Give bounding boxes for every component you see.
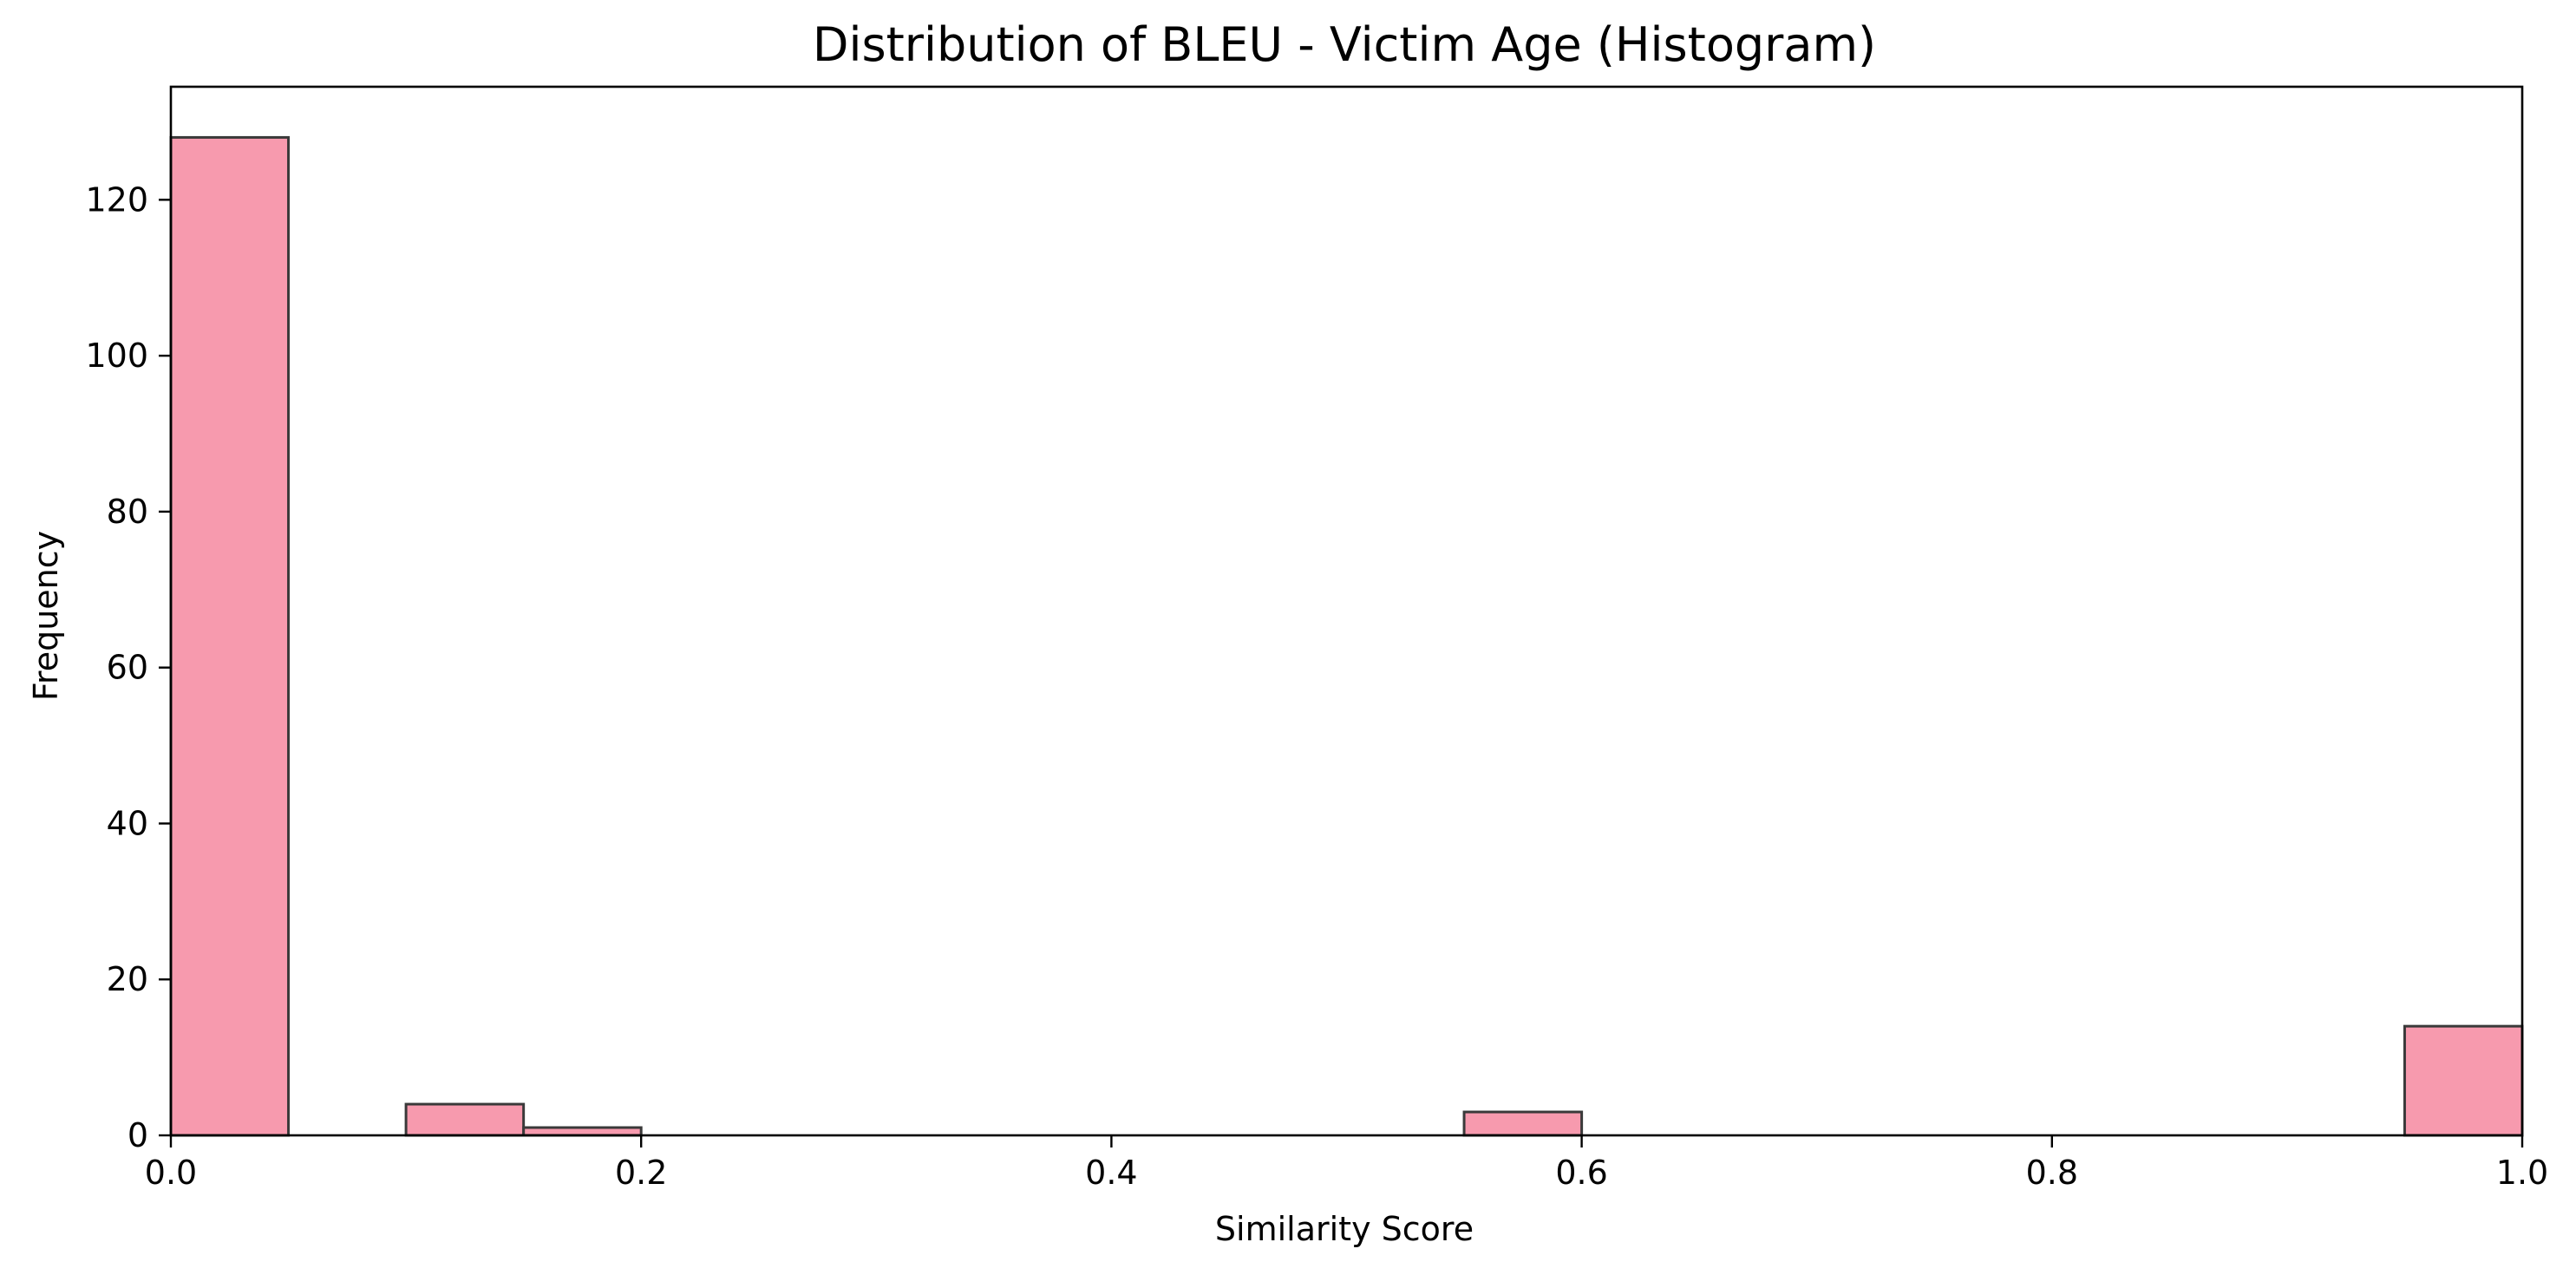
histogram-bar-19: [2403, 1024, 2524, 1137]
histogram-bars: [169, 135, 2524, 1137]
y-tick-label-5: 100: [85, 337, 148, 375]
x-tick-label-3: 0.6: [1555, 1154, 1607, 1192]
plot-frame: [169, 85, 2524, 1137]
histogram-bar-0: [169, 135, 291, 1137]
chart-title: Distribution of BLEU - Victim Age (Histo…: [813, 17, 1876, 72]
x-tick-label-5: 1.0: [2496, 1154, 2548, 1192]
x-axis-label: Similarity Score: [1215, 1210, 1474, 1248]
histogram-bar-2: [404, 1102, 526, 1137]
x-tick-label-2: 0.4: [1085, 1154, 1137, 1192]
y-tick-label-2: 40: [107, 804, 148, 842]
y-axis-label: Frequency: [27, 531, 65, 701]
y-tick-label-4: 80: [107, 493, 148, 531]
y-tick-label-3: 60: [107, 649, 148, 687]
x-axis-ticks: 0.0 0.2 0.4 0.6 0.8 1.0: [145, 1135, 2548, 1192]
y-tick-label-1: 20: [107, 960, 148, 998]
histogram-bar-3: [522, 1126, 643, 1137]
x-tick-label-4: 0.8: [2026, 1154, 2078, 1192]
y-tick-label-6: 120: [85, 180, 148, 219]
y-tick-label-0: 0: [127, 1116, 148, 1154]
y-axis-ticks: 0 20 40 60 80 100 120: [85, 180, 171, 1154]
x-tick-label-1: 0.2: [615, 1154, 667, 1192]
histogram-bar-11: [1462, 1110, 1584, 1137]
x-tick-label-0: 0.0: [145, 1154, 197, 1192]
